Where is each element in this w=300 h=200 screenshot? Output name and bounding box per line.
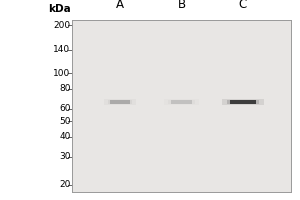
Text: A: A: [116, 0, 124, 11]
Text: 60: 60: [59, 104, 70, 113]
Bar: [110, 100, 130, 104]
Bar: [104, 99, 136, 105]
Bar: [230, 100, 256, 104]
Text: B: B: [177, 0, 186, 11]
Text: 140: 140: [53, 45, 70, 54]
Text: 200: 200: [53, 21, 70, 30]
Bar: [168, 100, 195, 104]
Text: kDa: kDa: [48, 4, 70, 14]
Text: 20: 20: [59, 180, 70, 189]
Text: C: C: [239, 0, 247, 11]
Bar: [227, 100, 259, 104]
Bar: [222, 99, 264, 105]
Text: 80: 80: [59, 84, 70, 93]
Text: 30: 30: [59, 152, 70, 161]
Bar: [108, 100, 132, 104]
Bar: [171, 100, 193, 104]
Text: 50: 50: [59, 117, 70, 126]
Text: 40: 40: [59, 132, 70, 141]
Bar: [164, 99, 199, 105]
Text: 100: 100: [53, 69, 70, 78]
